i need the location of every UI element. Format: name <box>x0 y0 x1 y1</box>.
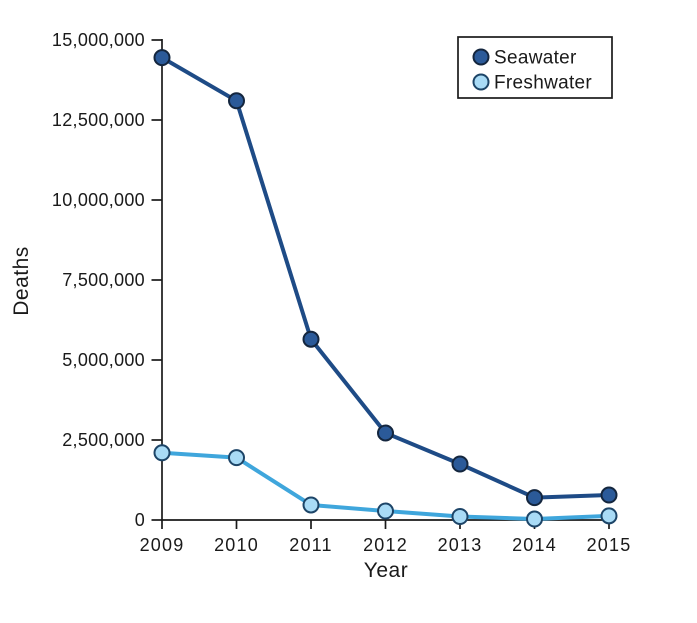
legend-marker-seawater <box>472 48 490 66</box>
x-tick-label: 2015 <box>587 535 632 555</box>
y-tick-label: 0 <box>135 510 145 530</box>
freshwater-point-2010 <box>228 449 245 467</box>
seawater-point-2011 <box>302 330 320 348</box>
x-tick-label: 2011 <box>289 535 333 555</box>
freshwater-point-2011 <box>302 496 320 514</box>
y-axis-title: Deaths <box>10 246 33 316</box>
freshwater-point-2013 <box>451 507 469 525</box>
x-tick-label: 2014 <box>512 535 557 555</box>
seawater-point-2010 <box>228 92 245 110</box>
freshwater-point-2009 <box>153 444 171 462</box>
y-tick-label: 5,000,000 <box>62 350 145 370</box>
freshwater-point-2014 <box>526 510 543 528</box>
y-tick-label: 7,500,000 <box>62 270 145 290</box>
seawater-point-2015 <box>600 486 618 504</box>
x-tick-label: 2010 <box>214 535 259 555</box>
x-axis-title: Year <box>364 559 408 582</box>
y-tick-label: 2,500,000 <box>62 430 145 450</box>
seawater-point-2013 <box>451 455 469 473</box>
x-tick-label: 2012 <box>363 535 408 555</box>
seawater-point-2009 <box>153 49 171 67</box>
seawater-point-2012 <box>377 424 394 442</box>
y-tick-label: 12,500,000 <box>52 110 145 130</box>
legend-label-seawater: Seawater <box>494 48 577 69</box>
legend-label-freshwater: Freshwater <box>494 73 592 94</box>
x-tick-label: 2009 <box>140 535 185 555</box>
seawater-point-2014 <box>526 489 543 507</box>
y-tick-label: 10,000,000 <box>52 190 145 210</box>
y-tick-label: 15,000,000 <box>52 30 145 50</box>
x-tick-label: 2013 <box>438 535 483 555</box>
freshwater-point-2015 <box>600 507 618 525</box>
legend-marker-freshwater <box>472 73 490 91</box>
freshwater-point-2012 <box>377 502 394 520</box>
